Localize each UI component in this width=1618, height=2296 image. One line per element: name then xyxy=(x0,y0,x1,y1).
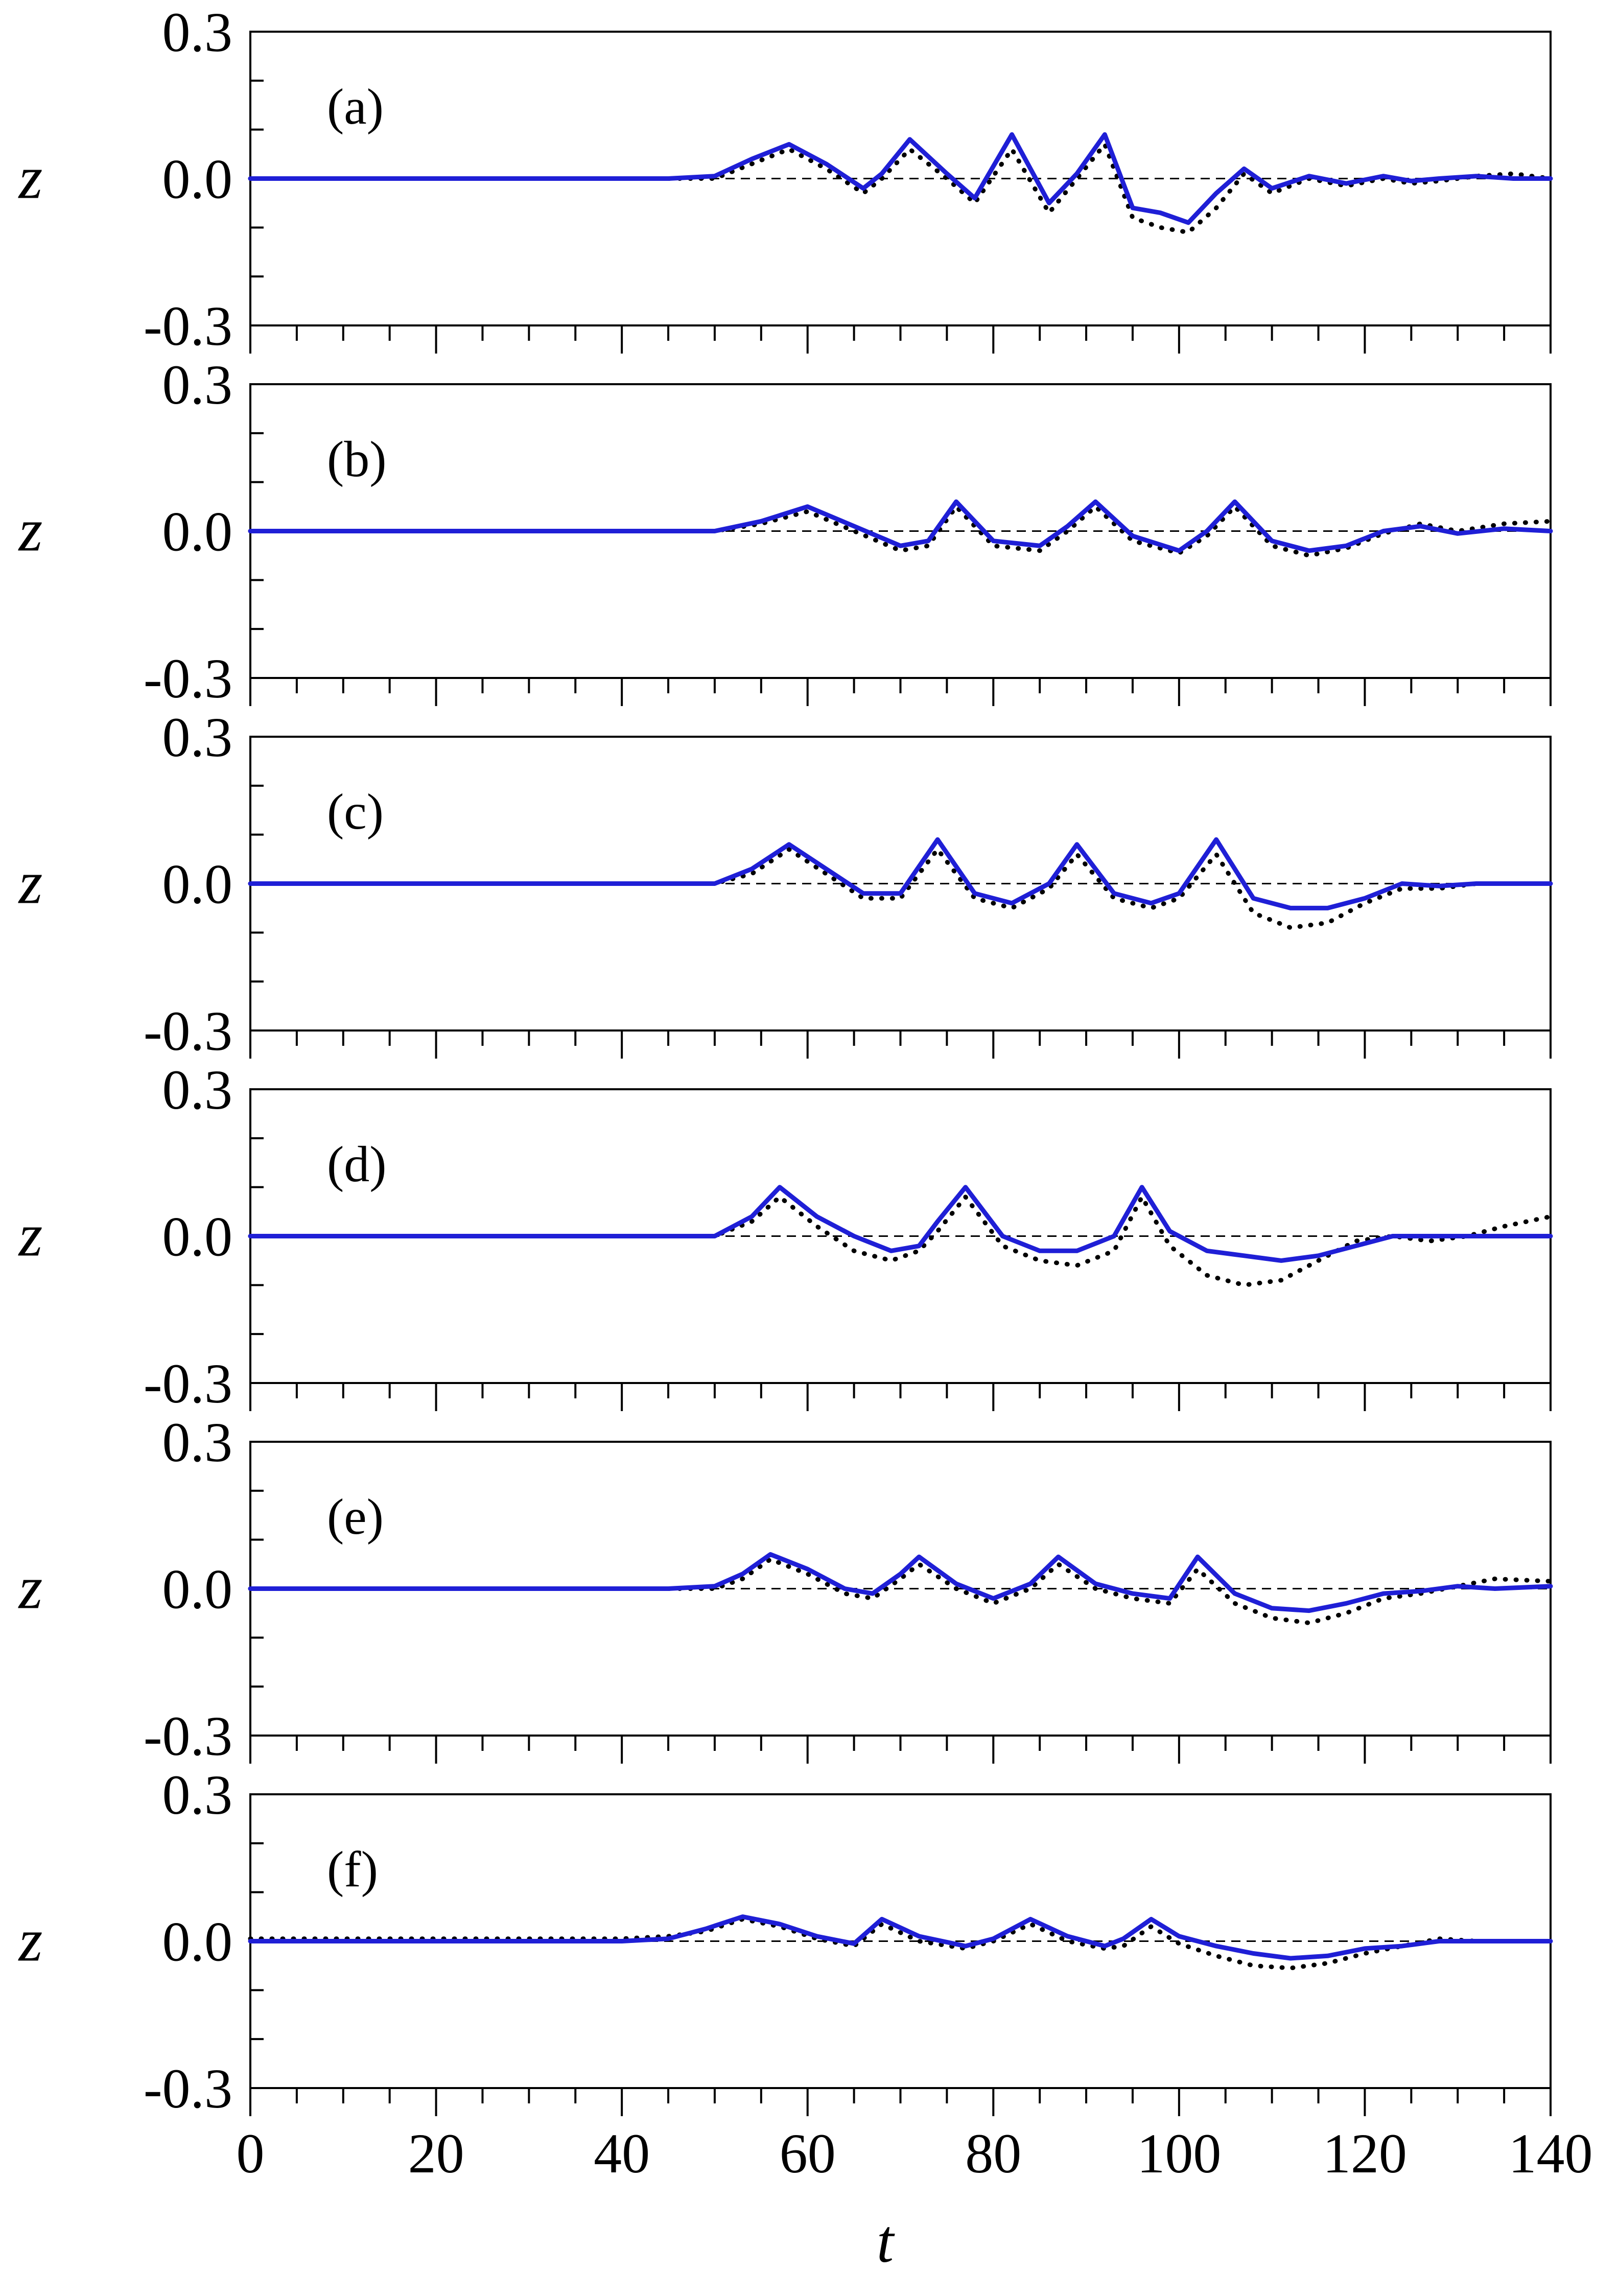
y-tick-label: 0.3 xyxy=(162,1059,233,1121)
y-tick-label: 0.0 xyxy=(162,1558,233,1621)
panel-label: (d) xyxy=(327,1136,387,1192)
panel-label: (b) xyxy=(327,431,387,487)
y-tick-label: -0.3 xyxy=(144,2057,232,2120)
y-tick-label: -0.3 xyxy=(144,1000,232,1062)
series-line-dotted xyxy=(248,847,1553,930)
y-tick-label: 0.3 xyxy=(162,706,233,768)
x-tick-label: 100 xyxy=(1137,2122,1221,2185)
panel-c: 0.3 0.0 -0.3 z (c) xyxy=(18,706,1553,1062)
x-tick-label: 40 xyxy=(594,2122,650,2185)
series-line-dotted xyxy=(248,142,1553,235)
x-axis-title: t xyxy=(877,2207,895,2275)
y-tick-label: -0.3 xyxy=(144,647,232,710)
y-axis-title: z xyxy=(18,1906,43,1974)
series-line-solid xyxy=(248,132,1553,225)
y-axis-title: z xyxy=(18,1554,43,1622)
x-axis-labels: 0 20 40 60 80 100 120 140 xyxy=(237,2122,1593,2185)
x-tick-label: 0 xyxy=(237,2122,265,2185)
panel-b: 0.3 0.0 -0.3 z (b) xyxy=(18,354,1553,710)
x-tick-label: 20 xyxy=(408,2122,464,2185)
panel-a: 0.3 0.0 -0.3 z (a) xyxy=(18,1,1553,357)
x-tick-label: 140 xyxy=(1509,2122,1593,2185)
y-tick-label: 0.0 xyxy=(162,148,233,210)
panels-group: 0.3 0.0 -0.3 z (a) 0.3 0.0 -0.3 z (b) 0.3 0.0 -0.3 z (… xyxy=(18,1,1553,2120)
y-tick-label: 0.0 xyxy=(162,1911,233,1973)
series-line-dotted xyxy=(248,1194,1553,1287)
y-tick-label: 0.0 xyxy=(162,853,233,916)
y-tick-label: -0.3 xyxy=(144,1705,232,1767)
x-tick-label: 120 xyxy=(1323,2122,1407,2185)
panel-label: (a) xyxy=(327,78,384,135)
y-tick-label: -0.3 xyxy=(144,295,232,357)
y-axis-title: z xyxy=(18,1201,43,1269)
y-tick-label: 0.3 xyxy=(162,1764,233,1826)
series-line-solid xyxy=(248,1552,1553,1613)
y-tick-label: 0.0 xyxy=(162,1206,233,1268)
panel-f: 0.3 0.0 -0.3 z (f) xyxy=(18,1764,1553,2120)
y-tick-label: 0.3 xyxy=(162,354,233,416)
y-tick-label: 0.3 xyxy=(162,1411,233,1473)
y-axis-title: z xyxy=(18,144,43,212)
y-axis-title: z xyxy=(18,849,43,917)
x-tick-label: 80 xyxy=(965,2122,1021,2185)
x-tick-label: 60 xyxy=(780,2122,836,2185)
panel-d: 0.3 0.0 -0.3 z (d) xyxy=(18,1059,1553,1415)
panel-e: 0.3 0.0 -0.3 z (e) xyxy=(18,1411,1553,1767)
panel-label: (f) xyxy=(327,1841,378,1897)
series-line-solid xyxy=(248,1914,1553,1961)
series-line-solid xyxy=(248,837,1553,910)
y-tick-label: 0.0 xyxy=(162,501,233,563)
series-line-dotted xyxy=(248,1557,1553,1626)
series-line-solid xyxy=(248,499,1553,553)
series-line-solid xyxy=(248,1185,1553,1263)
y-tick-label: -0.3 xyxy=(144,1352,232,1415)
panel-label: (c) xyxy=(327,783,384,840)
panel-label: (e) xyxy=(327,1488,384,1545)
y-tick-label: 0.3 xyxy=(162,1,233,63)
y-axis-title: z xyxy=(18,496,43,564)
